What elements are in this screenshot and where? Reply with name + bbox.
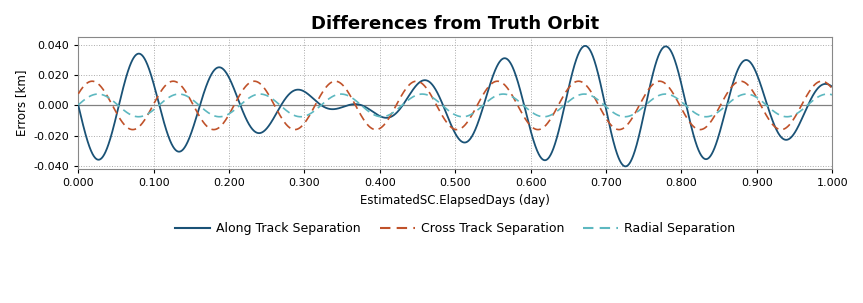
Along Track Separation <box>159 122 169 125</box>
Radial Separation <box>731 95 741 99</box>
Along Track Separation <box>362 106 373 110</box>
Cross Track Separation <box>73 92 84 96</box>
Radial Separation <box>73 103 84 107</box>
Cross Track Separation <box>87 79 98 83</box>
X-axis label: EstimatedSC.ElapsedDays (day): EstimatedSC.ElapsedDays (day) <box>361 194 551 207</box>
Along Track Separation <box>204 77 214 81</box>
Along Track Separation <box>395 107 406 111</box>
Radial Separation <box>159 99 169 102</box>
Line: Cross Track Separation: Cross Track Separation <box>79 81 832 130</box>
Radial Separation <box>362 109 373 112</box>
Along Track Separation <box>732 71 742 74</box>
Cross Track Separation <box>160 85 170 88</box>
Radial Separation <box>204 112 214 115</box>
Along Track Separation <box>813 86 823 90</box>
Line: Along Track Separation: Along Track Separation <box>79 46 832 166</box>
Cross Track Separation <box>731 81 741 84</box>
Title: Differences from Truth Orbit: Differences from Truth Orbit <box>312 15 599 33</box>
Radial Separation <box>827 93 837 97</box>
Cross Track Separation <box>395 96 406 99</box>
Cross Track Separation <box>776 128 786 132</box>
Cross Track Separation <box>205 126 215 130</box>
Along Track Separation <box>580 44 590 48</box>
Along Track Separation <box>73 104 84 107</box>
Y-axis label: Errors [km]: Errors [km] <box>15 70 28 136</box>
Along Track Separation <box>827 85 837 88</box>
Radial Separation <box>395 105 406 108</box>
Radial Separation <box>782 115 792 118</box>
Along Track Separation <box>620 165 631 168</box>
Radial Separation <box>255 92 265 96</box>
Line: Radial Separation: Radial Separation <box>79 94 832 117</box>
Cross Track Separation <box>827 87 837 91</box>
Radial Separation <box>813 95 823 99</box>
Cross Track Separation <box>362 123 373 127</box>
Cross Track Separation <box>813 80 823 84</box>
Legend: Along Track Separation, Cross Track Separation, Radial Separation: Along Track Separation, Cross Track Sepa… <box>170 217 740 240</box>
